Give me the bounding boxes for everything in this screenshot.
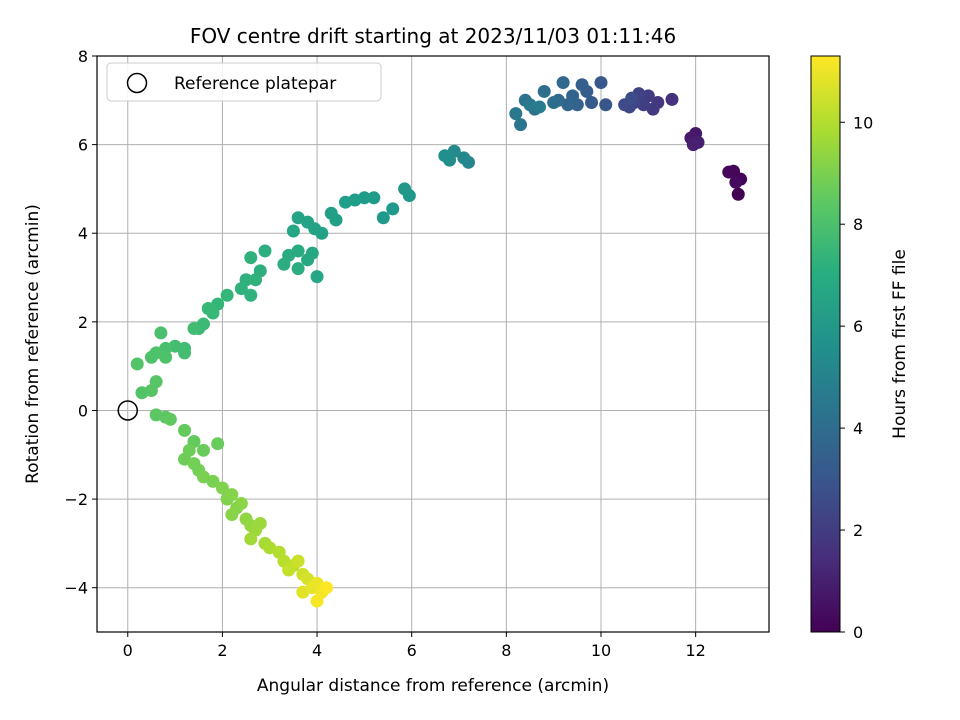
- legend-label: Reference platepar: [174, 74, 336, 94]
- data-point: [376, 211, 390, 225]
- colorbar-tick-label: 6: [853, 317, 863, 336]
- data-point: [457, 151, 471, 165]
- data-point: [686, 138, 700, 152]
- colorbar-label: Hours from first FF file: [890, 249, 910, 439]
- data-point: [149, 375, 163, 389]
- data-point: [282, 563, 296, 577]
- data-point: [599, 98, 613, 112]
- data-point: [386, 202, 400, 216]
- data-point: [398, 182, 412, 196]
- x-tick-label: 10: [591, 641, 611, 660]
- data-point: [514, 118, 528, 132]
- y-tick-label: 8: [78, 47, 88, 66]
- chart-title: FOV centre drift starting at 2023/11/03 …: [190, 24, 676, 48]
- data-point: [722, 165, 736, 179]
- data-point: [509, 107, 523, 121]
- colorbar-tick-label: 0: [853, 623, 863, 642]
- legend-box: [106, 62, 382, 102]
- data-point: [594, 76, 608, 90]
- data-point: [258, 244, 272, 258]
- colorbar-tick-label: 10: [853, 113, 873, 132]
- data-point: [220, 288, 234, 302]
- y-axis-label: Rotation from reference (arcmin): [23, 204, 43, 484]
- x-tick-label: 12: [685, 641, 705, 660]
- data-point: [547, 96, 561, 110]
- data-point: [225, 488, 239, 502]
- colorbar: [810, 55, 841, 633]
- data-point: [225, 508, 239, 522]
- data-point: [625, 91, 639, 105]
- y-tick-label: 6: [78, 136, 88, 155]
- data-point: [249, 273, 263, 287]
- x-axis-label: Angular distance from reference (arcmin): [257, 676, 609, 696]
- data-point: [234, 497, 248, 511]
- data-point: [729, 175, 743, 189]
- y-tick-label: 2: [78, 313, 88, 332]
- data-point: [244, 532, 258, 546]
- data-point: [178, 423, 192, 437]
- y-tick-label: 0: [78, 401, 88, 420]
- y-tick-label: 4: [78, 224, 88, 243]
- data-point: [144, 350, 158, 364]
- data-point: [163, 412, 177, 426]
- data-point: [665, 92, 679, 106]
- data-point: [320, 581, 334, 595]
- data-point: [367, 191, 381, 205]
- plot-frame: [96, 55, 770, 633]
- data-point: [178, 346, 192, 360]
- legend-marker-icon: [126, 72, 148, 94]
- colorbar-tick-label: 2: [853, 521, 863, 540]
- colorbar-tick-label: 4: [853, 419, 863, 438]
- colorbar-ticks: 0 2 4 6 8 10: [840, 113, 873, 642]
- data-point: [253, 516, 267, 530]
- data-point: [244, 251, 258, 265]
- scatter-points: [130, 76, 748, 608]
- data-point: [234, 282, 248, 296]
- data-point: [291, 262, 305, 276]
- x-tick-label: 4: [312, 641, 322, 660]
- legend: Reference platepar: [106, 62, 382, 102]
- data-point: [215, 481, 229, 495]
- data-point: [585, 96, 599, 110]
- data-point: [537, 84, 551, 98]
- reference-platepar-marker: [117, 400, 139, 421]
- data-point: [575, 78, 589, 92]
- data-point: [244, 288, 258, 302]
- data-point: [338, 195, 352, 209]
- data-point: [324, 206, 338, 220]
- y-axis-ticks: −4 −2 0 2 4 6 8: [64, 47, 97, 598]
- x-axis-ticks: 0 2 4 6 8 10 12: [123, 632, 706, 660]
- data-point: [154, 326, 168, 340]
- data-point: [211, 437, 225, 451]
- x-tick-label: 2: [217, 641, 227, 660]
- data-point: [291, 211, 305, 225]
- data-point: [201, 302, 215, 316]
- data-point: [286, 224, 300, 238]
- data-point: [438, 149, 452, 163]
- data-point: [196, 443, 210, 457]
- data-point: [556, 76, 570, 90]
- y-tick-label: −4: [64, 579, 88, 598]
- data-point: [310, 270, 324, 284]
- data-point: [130, 357, 144, 371]
- data-point: [291, 554, 305, 568]
- data-point: [731, 187, 745, 201]
- x-tick-label: 6: [407, 641, 417, 660]
- colorbar-tick-label: 8: [853, 215, 863, 234]
- data-point: [532, 100, 546, 114]
- x-tick-label: 8: [501, 641, 511, 660]
- grid-lines: [97, 55, 769, 632]
- y-tick-label: −2: [64, 490, 88, 509]
- data-point: [159, 350, 173, 364]
- data-point: [277, 257, 291, 271]
- data-point: [206, 474, 220, 488]
- x-tick-label: 0: [123, 641, 133, 660]
- data-point: [187, 321, 201, 335]
- data-point: [301, 253, 315, 267]
- data-point: [310, 594, 324, 608]
